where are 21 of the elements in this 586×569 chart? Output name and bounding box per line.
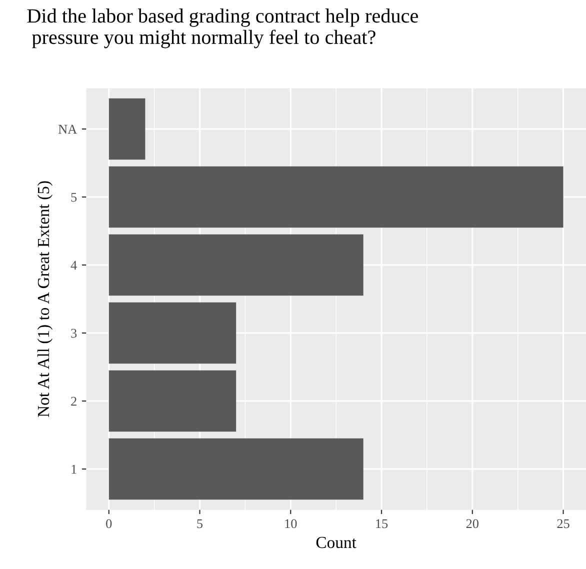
x-tick-label: 20 (466, 519, 478, 528)
y-axis-title: Not At All (1) to A Great Extent (5) (37, 181, 52, 418)
bar (108, 370, 236, 432)
y-tick-label: 1 (72, 464, 76, 474)
chart-title: Did the labor based grading contract help reduce pressure you might normally feel to cheat? (27, 8, 418, 48)
bar (108, 302, 236, 364)
y-tick-label: 3 (71, 328, 77, 338)
y-tick-label: 4 (70, 260, 77, 270)
x-tick-label: 10 (285, 519, 297, 528)
bar (108, 166, 564, 228)
bar (108, 98, 146, 160)
y-tick-label: 2 (71, 396, 76, 406)
bar (108, 234, 364, 296)
x-axis-title: Count (316, 536, 356, 548)
x-tick-label: 0 (106, 519, 112, 528)
bar (108, 438, 364, 500)
y-tick-label: NA (58, 124, 78, 134)
x-tick-label: 15 (376, 519, 388, 528)
y-tick-label: 5 (71, 192, 77, 202)
x-tick-label: 25 (557, 519, 570, 528)
x-tick-label: 5 (197, 519, 203, 528)
